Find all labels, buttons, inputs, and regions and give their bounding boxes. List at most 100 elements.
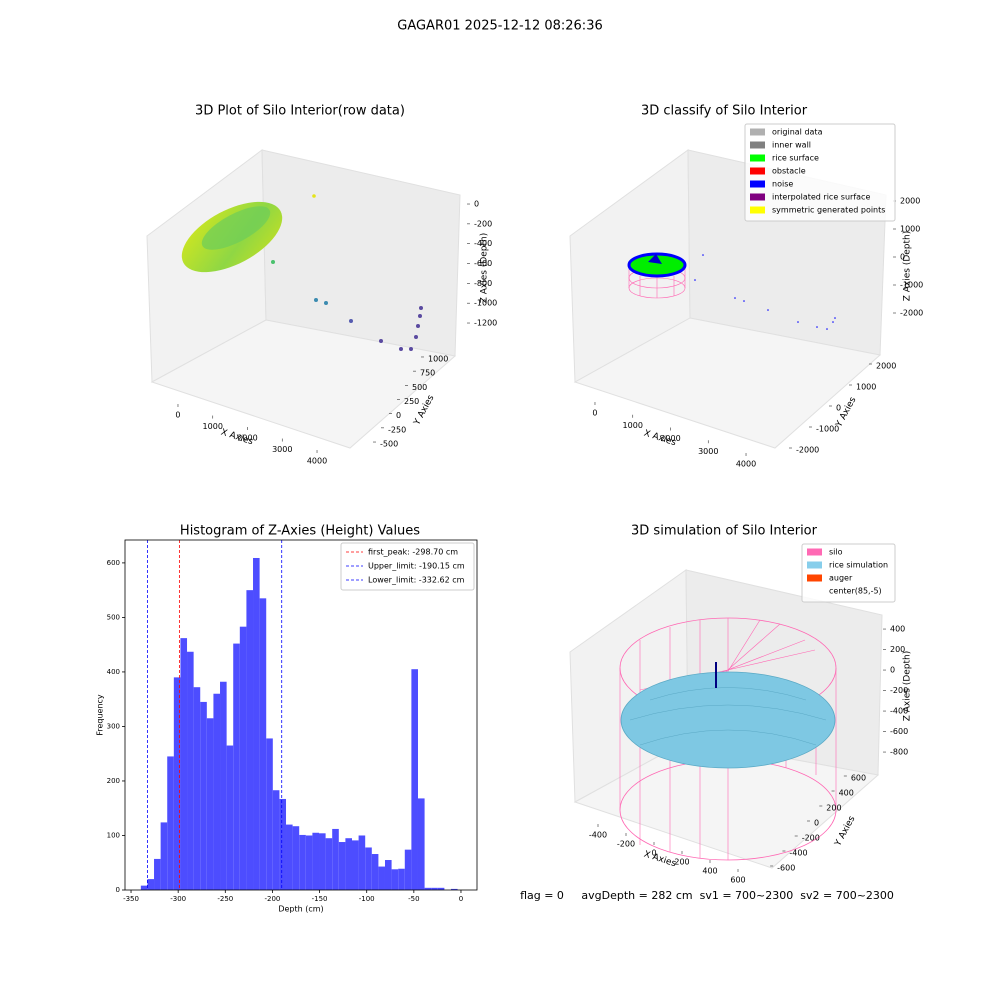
bar	[371, 854, 379, 890]
bar	[154, 858, 161, 890]
y-tick-label: 400	[839, 789, 854, 798]
z-tick-label: -200	[474, 219, 492, 228]
bar	[351, 840, 359, 890]
y-tick-label: 250	[404, 397, 419, 406]
plot-frame	[124, 539, 478, 891]
legend-swatch	[750, 154, 765, 162]
x-tick-label: 1000	[203, 422, 223, 431]
point	[694, 279, 696, 281]
bar	[292, 826, 300, 890]
z-tick-label: -2000	[900, 309, 923, 318]
bar	[398, 868, 405, 890]
legend-label: interpolated rice surface	[772, 193, 870, 202]
legend-swatch	[807, 587, 822, 595]
x-tick-label: 400	[702, 867, 717, 876]
bar	[239, 626, 247, 890]
legend-label: first_peak: -298.70 cm	[368, 548, 458, 557]
chart-title: 3D simulation of Silo Interior	[631, 524, 818, 539]
point	[702, 254, 704, 256]
x-tick-label: 1000	[623, 421, 643, 430]
y-tick-label: 750	[420, 369, 435, 378]
legend-label: auger	[829, 574, 853, 583]
point	[797, 321, 799, 323]
z-tick-label: 400	[890, 625, 905, 634]
point	[271, 260, 275, 264]
bar	[266, 738, 273, 890]
point	[834, 317, 836, 319]
y-tick-label: 2000	[876, 362, 896, 371]
bar	[173, 677, 181, 890]
x-tick-label: -200	[617, 840, 635, 849]
legend-label: Upper_limit: -190.15 cm	[368, 562, 465, 571]
x-tick-label: -400	[589, 831, 607, 840]
legend-box	[340, 542, 475, 591]
bar	[286, 824, 293, 890]
x-tick-label: 0	[459, 895, 463, 903]
point	[409, 347, 413, 351]
y-tick-label: -200	[802, 834, 820, 843]
x-tick-label: -350	[123, 895, 139, 903]
point	[418, 314, 422, 318]
x-tick-label: 200	[674, 858, 689, 867]
z-axis-label: Z Axies (Depth)	[480, 233, 490, 304]
x-tick-label: -150	[312, 895, 328, 903]
point	[379, 339, 383, 343]
y-axis-label: Frequency	[96, 694, 105, 736]
bar	[319, 833, 326, 890]
z-tick-label: -1000	[474, 299, 497, 308]
point	[312, 194, 316, 198]
point	[314, 298, 318, 302]
x-tick-label: 600	[730, 876, 745, 885]
y-tick-label: -600	[777, 864, 795, 873]
point	[399, 347, 403, 351]
legend-label: symmetric generated points	[772, 206, 885, 215]
y-tick-label: 600	[851, 774, 866, 783]
z-tick-label: 0	[474, 200, 479, 209]
z-tick-label: -800	[890, 748, 908, 757]
bar	[160, 822, 168, 890]
legend-label: obstacle	[772, 167, 806, 176]
y-axis-label: Y Axies	[833, 814, 858, 849]
bar	[253, 557, 260, 890]
z-axis-label: Z Axies (Depth)	[903, 651, 913, 722]
point	[743, 300, 745, 302]
y-tick-label: 200	[826, 804, 841, 813]
y-tick-label: 500	[107, 613, 120, 621]
bar	[213, 693, 221, 890]
bar	[206, 718, 214, 890]
bar	[358, 835, 366, 890]
pane	[150, 319, 457, 449]
legend-label: Lower_limit: -332.62 cm	[368, 576, 465, 585]
y-tick-label: 1000	[856, 383, 876, 392]
figure-title: GAGAR01 2025-12-12 08:26:36	[397, 19, 602, 34]
x-tick-label: 0	[592, 408, 597, 417]
point	[324, 301, 328, 305]
status-text: flag = 0 avgDepth = 282 cm sv1 = 700~230…	[520, 889, 894, 902]
bar	[272, 790, 280, 890]
x-tick-label: -200	[264, 895, 280, 903]
x-axis-label: X Axies	[219, 428, 254, 448]
legend-swatch	[750, 206, 765, 214]
z-tick-label: -600	[474, 259, 492, 268]
z-tick-label: -1200	[474, 319, 497, 328]
y-tick-label: 0	[814, 819, 819, 828]
wireframe	[628, 277, 686, 299]
x-tick-label: 4000	[736, 460, 756, 469]
z-tick-label: 2000	[900, 197, 920, 206]
point	[734, 297, 736, 299]
y-tick-label: 200	[107, 777, 120, 785]
chart-title: 3D classify of Silo Interior	[641, 104, 808, 119]
legend-swatch	[750, 180, 765, 188]
bar	[312, 832, 320, 890]
legend-swatch	[807, 574, 822, 582]
x-tick-label: -100	[359, 895, 375, 903]
x-tick-label: -50	[408, 895, 419, 903]
noise-points	[694, 254, 836, 330]
x-axis-label: Depth (cm)	[278, 905, 323, 914]
z-tick-label: 200	[890, 645, 905, 654]
chart-title: Histogram of Z-Axies (Height) Values	[180, 524, 420, 539]
z-tick-label: -800	[474, 279, 492, 288]
point	[419, 306, 423, 310]
bar	[325, 838, 333, 890]
bar	[437, 887, 445, 890]
